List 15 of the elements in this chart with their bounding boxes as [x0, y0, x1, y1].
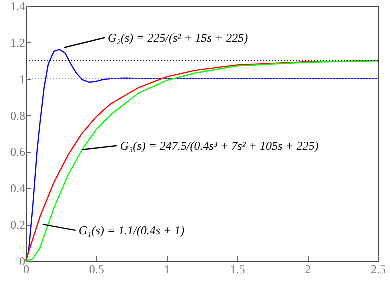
x-tick-label: 1.5: [230, 262, 246, 276]
x-tick-label: 1: [164, 262, 170, 276]
y-tick-label: 0.2: [10, 218, 26, 232]
x-tick-label: 2.5: [371, 262, 386, 276]
y-tick-label: 0.4: [10, 182, 26, 196]
annotation: G₃(s) = 247.5/(0.4s³ + 7s² + 105s + 225): [120, 138, 319, 153]
annotation: G₁(s) = 1.1/(0.4s + 1): [78, 224, 185, 238]
y-tick-label: 1.2: [10, 36, 26, 50]
y-tick-label: 1: [20, 72, 26, 86]
y-tick-label: 0.6: [10, 145, 26, 160]
x-tick-label: 0.5: [89, 262, 104, 276]
x-tick-label: 2: [305, 262, 312, 276]
y-tick-label: 1.4: [10, 0, 26, 14]
y-tick-label: 0.8: [10, 108, 26, 123]
annotation: G₂(s) = 225/(s² + 15s + 225): [108, 30, 248, 45]
